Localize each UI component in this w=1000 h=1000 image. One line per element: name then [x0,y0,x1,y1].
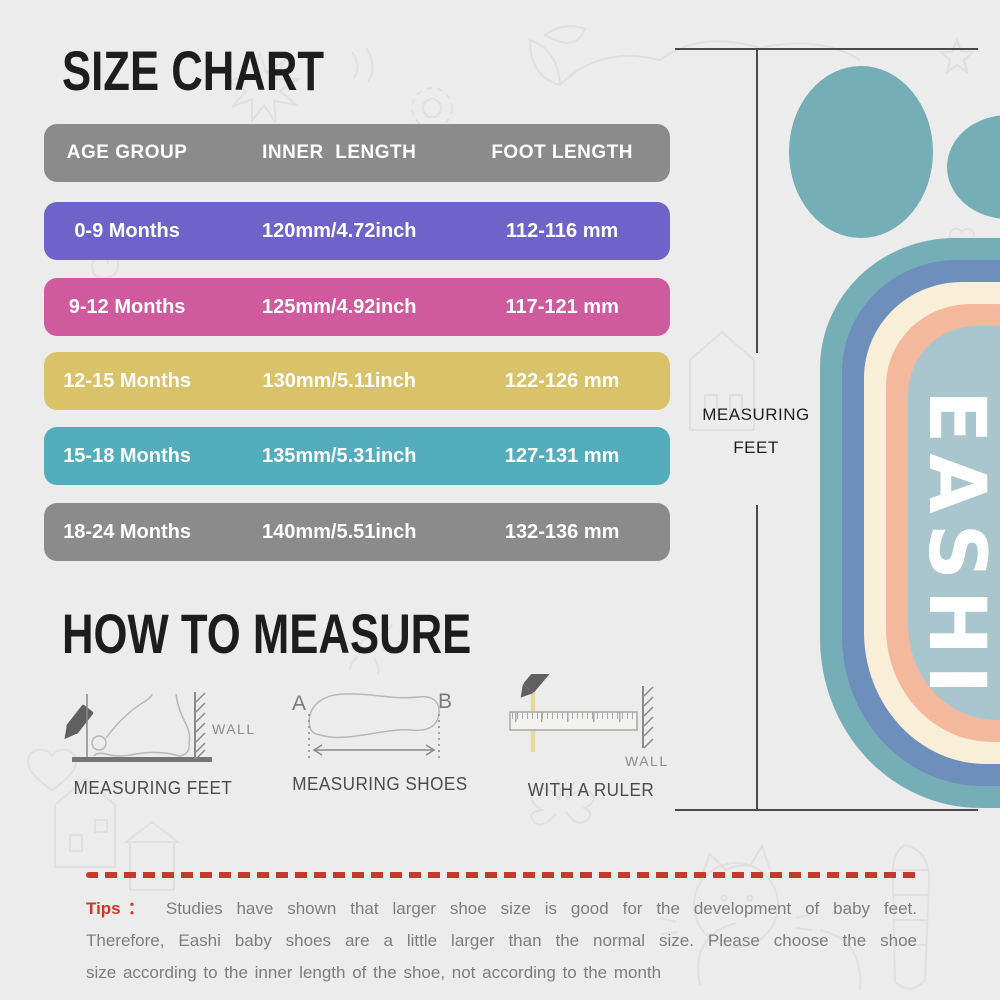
bracket-bottom-line [675,809,978,811]
flower-doodle [422,98,442,118]
tips-line1: Tips： Studies have shown that larger sho… [86,893,917,925]
diagram-label: MEASURING SHOES [292,774,468,794]
measuring-feet-illustration: WALL [64,692,256,762]
diagram-with-a-ruler: WALL WITH A RULER [503,664,679,801]
star-doodle [938,37,976,75]
foot-length-cell: 117-121 mm [505,295,619,318]
tips-line3: size according to the inner length of th… [86,963,662,982]
age-cell: 18-24 Months [63,520,191,543]
ruler-illustration: WALL [509,664,669,769]
wall-hatch [194,692,206,760]
table-row: 15-18 Months 135mm/5.31inch 127-131 mm [44,427,670,485]
leaf-doodle [528,25,587,87]
point-b-label: B [438,690,452,713]
header-cell-inner-length: INNER LENGTH [262,142,417,163]
tips-paragraph: Tips： Studies have shown that larger sho… [86,893,917,989]
wall-hatch [642,686,654,749]
foot-length-cell: 127-131 mm [504,444,620,467]
inner-length-cell: 135mm/5.31inch [261,444,417,467]
dashed-divider [86,872,917,878]
age-cell: 12-15 Months [63,369,191,392]
wall-label: WALL [625,753,669,769]
brand-text: EASHI [911,390,1000,705]
diagram-label: WITH A RULER [527,780,655,800]
how-to-measure-title: HOW TO MEASURE [62,602,472,665]
tips-label: Tips： [86,899,152,918]
starburst-doodle [225,50,302,124]
inner-length-cell: 130mm/5.11inch [262,369,416,392]
diagram-label: MEASURING FEET [73,778,233,798]
tips-line2: Therefore, Eashi baby shoes are a little… [86,931,917,950]
header-cell-age-group: AGE GROUP [66,142,188,163]
pencil-icon [64,704,94,740]
page-title: SIZE CHART [62,39,325,102]
ruler [509,711,638,731]
butterfly-doodle [530,779,595,826]
house-doodle [689,330,755,431]
house-doodle-2 [54,777,116,868]
hill-doodle [559,40,861,86]
bracket-top-line [675,48,978,50]
table-header-row: AGE GROUP INNER LENGTH FOOT LENGTH [44,124,670,182]
length-arrow [312,744,436,756]
bracket-vertical-line-lower [756,505,758,810]
table-row: 0-9 Months 120mm/4.72inch 112-116 mm [44,202,670,260]
tips-line1-text: Studies have shown that larger shoe size… [165,899,917,918]
table-row: 9-12 Months 125mm/4.92inch 117-121 mm [44,278,670,336]
foot-length-cell: 132-136 mm [504,520,620,543]
foot-length-cell: 122-126 mm [504,369,620,392]
inner-length-cell: 125mm/4.92inch [261,295,417,318]
side-label-line2: FEET [733,438,779,457]
foot-center [908,326,1000,720]
age-cell: 0-9 Months [74,219,180,242]
measuring-shoes-illustration: A B [292,690,452,762]
side-label-line1: MEASURING [702,405,810,424]
big-toe-circle [789,66,933,238]
flower-doodle-2 [360,637,376,653]
heart-doodle [26,748,78,792]
foot-outline [91,693,191,757]
shoe-sole-outline [308,693,440,739]
cat-doodle [659,843,931,991]
header-cell-foot-length: FOOT LENGTH [491,142,633,163]
diagram-measuring-shoes: A B MEASURING SHOES [288,686,468,795]
age-cell: 15-18 Months [63,444,191,467]
wall-label: WALL [212,721,256,737]
table-row: 12-15 Months 130mm/5.11inch 122-126 mm [44,352,670,410]
inner-length-cell: 140mm/5.51inch [261,520,417,543]
table-row: 18-24 Months 140mm/5.51inch 132-136 mm [44,503,670,561]
foot-length-cell: 112-116 mm [505,219,619,242]
inner-length-cell: 120mm/4.72inch [261,219,417,242]
bracket-vertical-line-upper [756,48,758,353]
age-cell: 9-12 Months [68,295,186,318]
diagram-measuring-feet: WALL MEASURING FEET [48,680,258,799]
point-a-label: A [292,692,306,715]
side-label-measuring-feet: MEASURING FEET [696,398,816,464]
